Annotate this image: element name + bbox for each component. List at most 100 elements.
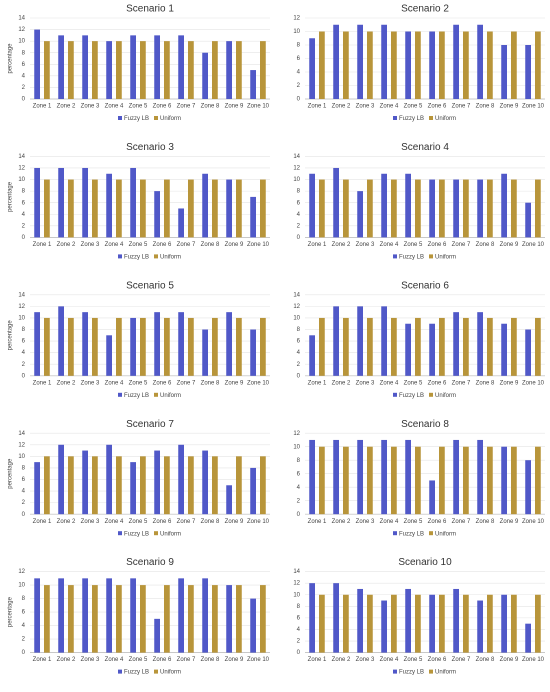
- y-tick-label: 6: [22, 339, 26, 345]
- bar: [381, 600, 387, 653]
- bar: [511, 594, 517, 653]
- x-tick-label: Zone 1: [33, 242, 52, 248]
- y-tick-label: 10: [293, 316, 300, 322]
- bar: [405, 439, 411, 515]
- x-tick-label: Zone 6: [428, 519, 447, 525]
- x-tick-label: Zone 8: [476, 519, 495, 525]
- y-tick-label: 12: [18, 27, 25, 33]
- bar: [535, 31, 541, 99]
- bar: [250, 196, 256, 238]
- legend-swatch: [118, 392, 122, 397]
- x-tick-label: Zone 8: [201, 242, 220, 248]
- bar: [439, 179, 445, 238]
- legend-label: Uniform: [435, 670, 456, 676]
- bar: [333, 439, 339, 515]
- y-tick-label: 0: [297, 235, 301, 241]
- legend-swatch: [393, 254, 397, 259]
- y-tick-label: 10: [293, 29, 300, 35]
- bar: [357, 439, 363, 515]
- y-tick-label: 10: [18, 177, 25, 183]
- y-tick-label: 8: [22, 465, 26, 471]
- bar: [212, 41, 218, 99]
- x-tick-label: Zone 7: [177, 242, 196, 248]
- x-tick-label: Zone 4: [105, 242, 124, 248]
- bar: [44, 317, 50, 376]
- bar: [501, 173, 507, 238]
- bar: [463, 317, 469, 376]
- bar: [260, 41, 266, 99]
- y-tick-label: 6: [22, 200, 26, 206]
- x-tick-label: Zone 5: [129, 104, 148, 110]
- legend-label: Uniform: [435, 116, 456, 122]
- bar: [260, 456, 266, 515]
- legend-swatch: [429, 669, 433, 674]
- bar: [429, 179, 435, 238]
- bar: [487, 317, 493, 376]
- x-tick-label: Zone 2: [57, 519, 76, 525]
- chart-title: Scenario 2: [401, 4, 449, 15]
- x-tick-label: Zone 8: [476, 104, 495, 110]
- y-tick-label: 12: [18, 304, 25, 310]
- bar: [501, 323, 507, 376]
- y-tick-label: 0: [297, 512, 301, 518]
- x-tick-label: Zone 8: [476, 380, 495, 386]
- x-tick-label: Zone 5: [404, 242, 423, 248]
- bar: [309, 439, 315, 515]
- bar: [82, 578, 88, 653]
- bar: [391, 594, 397, 653]
- legend-label: Uniform: [435, 531, 456, 537]
- bar: [188, 317, 194, 376]
- y-tick-label: 8: [297, 189, 301, 195]
- x-tick-label: Zone 9: [500, 657, 519, 663]
- bar: [226, 312, 232, 376]
- y-tick-label: 0: [22, 512, 26, 518]
- bar: [116, 41, 122, 99]
- bar: [130, 578, 136, 653]
- bar: [236, 317, 242, 376]
- x-tick-label: Zone 6: [428, 104, 447, 110]
- x-tick-label: Zone 9: [225, 242, 244, 248]
- bar: [333, 583, 339, 653]
- x-tick-label: Zone 3: [356, 242, 375, 248]
- bar: [535, 446, 541, 515]
- bar: [405, 323, 411, 376]
- bar: [343, 317, 349, 376]
- bar: [367, 31, 373, 99]
- bar: [178, 35, 184, 99]
- y-tick-label: 8: [297, 327, 301, 333]
- bar: [92, 317, 98, 376]
- bar: [367, 317, 373, 376]
- x-tick-label: Zone 1: [33, 380, 52, 386]
- bar: [116, 585, 122, 653]
- x-tick-label: Zone 6: [153, 657, 172, 663]
- bar: [92, 41, 98, 99]
- y-tick-label: 12: [293, 304, 300, 310]
- bar: [535, 317, 541, 376]
- legend-label: Fuzzy LB: [124, 116, 149, 122]
- bar: [178, 208, 184, 238]
- bar: [236, 179, 242, 238]
- y-tick-label: 4: [297, 212, 301, 218]
- y-tick-label: 4: [297, 350, 301, 356]
- bar: [44, 41, 50, 99]
- x-tick-label: Zone 7: [177, 104, 196, 110]
- bar: [34, 312, 40, 376]
- y-tick-label: 14: [293, 569, 300, 575]
- y-tick-label: 0: [22, 373, 26, 379]
- legend-swatch: [154, 669, 158, 674]
- bar: [106, 173, 112, 238]
- x-tick-label: Zone 9: [500, 242, 519, 248]
- bar: [68, 585, 74, 653]
- x-tick-label: Zone 5: [129, 519, 148, 525]
- bar: [367, 594, 373, 653]
- bar: [415, 31, 421, 99]
- y-tick-label: 0: [297, 373, 301, 379]
- y-tick-label: 8: [297, 43, 301, 49]
- chart-title: Scenario 3: [126, 142, 174, 153]
- bar: [212, 317, 218, 376]
- bar: [202, 173, 208, 238]
- bar: [34, 167, 40, 238]
- bar: [405, 173, 411, 238]
- x-tick-label: Zone 5: [404, 519, 423, 525]
- legend-swatch: [118, 669, 122, 674]
